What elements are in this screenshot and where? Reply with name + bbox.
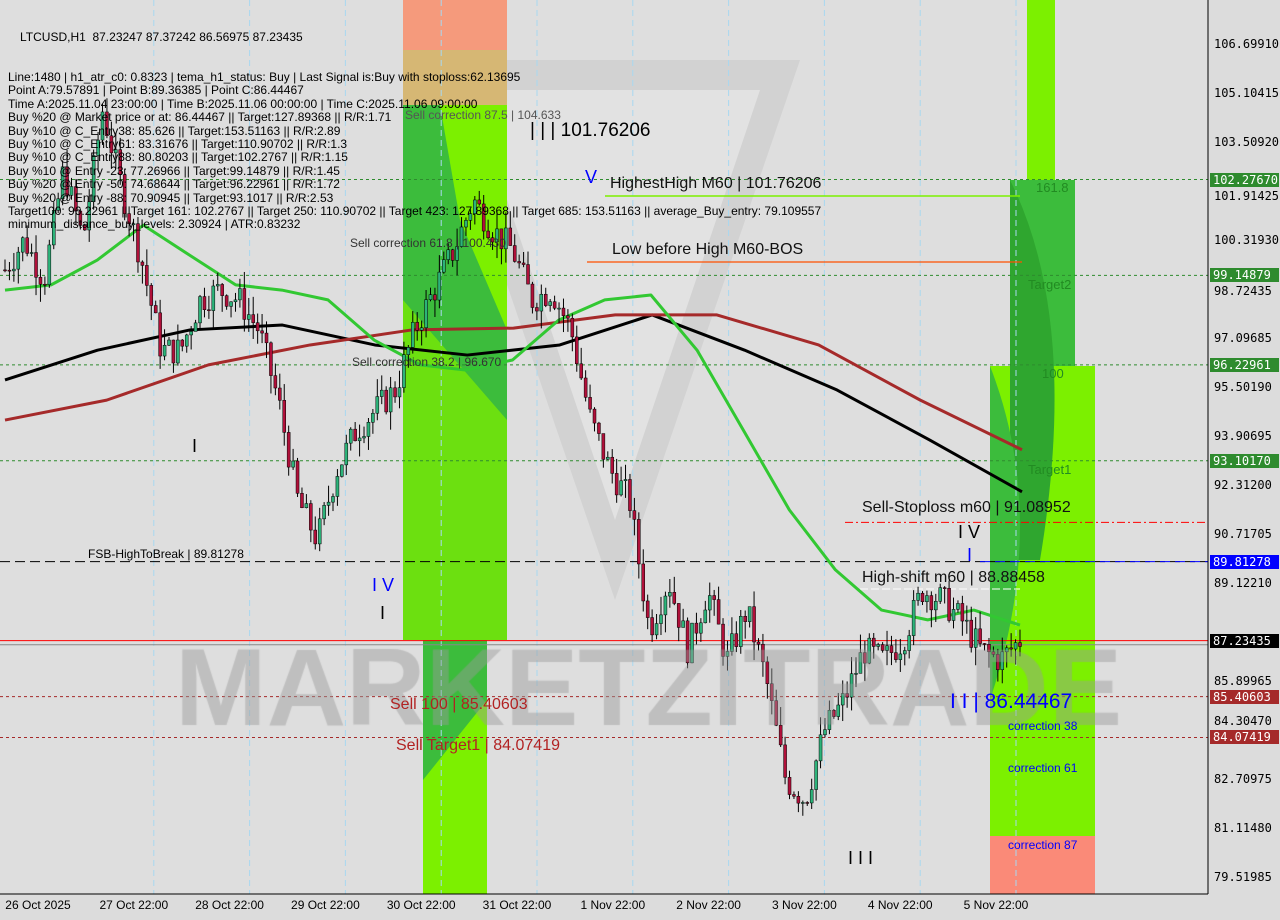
candle: [295, 457, 300, 497]
time-tick-label: 29 Oct 22:00: [291, 898, 360, 912]
price-tag: 99.14879: [1210, 268, 1279, 283]
price-tick-label: 82.70975: [1214, 772, 1272, 787]
price-tick-label: 105.10415: [1214, 85, 1280, 100]
price-tick-label: 79.51985: [1214, 870, 1272, 885]
symbol-ohlc: LTCUSD,H1 87.23247 87.37242 86.56975 87.…: [20, 29, 303, 44]
wave-iv-left-label: I V: [372, 575, 395, 595]
info-line: Buy %20 @ Entry -88: 70.90945 || Target:…: [8, 190, 334, 205]
time-tick-label: 26 Oct 2025: [5, 898, 71, 912]
level-161-label: 161.8: [1036, 180, 1069, 195]
price-tag: 89.81278: [1210, 554, 1279, 569]
wave-i-right-label: I: [967, 545, 973, 565]
correction-87-label: correction 87: [1008, 838, 1078, 852]
target1-label: Target1: [1028, 462, 1072, 477]
price-tag: 102.27670: [1210, 172, 1279, 187]
info-line: Buy %10 @ C_Entry61: 83.31676 || Target:…: [8, 136, 348, 151]
time-tick-label: 2 Nov 22:00: [676, 898, 741, 912]
time-tick-label: 28 Oct 22:00: [195, 898, 264, 912]
info-panel: LTCUSD,H1 87.23247 87.37242 86.56975 87.…: [8, 4, 821, 231]
price-tag: 87.23435: [1210, 633, 1279, 648]
candle: [867, 633, 872, 665]
wave-v-label: V: [585, 167, 598, 187]
time-tick-label: 30 Oct 22:00: [386, 898, 456, 912]
price-tick-label: 98.72435: [1214, 284, 1272, 299]
info-line: Buy %10 @ C_Entry88: 80.80203 || Target:…: [8, 150, 348, 165]
wave-iii-high-label: | | | 101.76206: [530, 120, 651, 141]
info-line: Target100: 96.22961 || Target 161: 102.2…: [8, 203, 822, 218]
low-before-high-label: Low before High M60-BOS: [612, 241, 804, 258]
target2-label: Target2: [1028, 277, 1072, 292]
price-tick-label: 89.12210: [1214, 575, 1272, 590]
time-tick-label: 27 Oct 22:00: [99, 898, 169, 912]
time-tick-label: 5 Nov 22:00: [963, 898, 1029, 912]
price-tick-label: 95.50190: [1214, 380, 1272, 395]
wave-i-left-label: I: [192, 436, 198, 456]
wave-iv-right-label: I V: [958, 522, 981, 542]
price-tick-label: 101.91425: [1214, 188, 1280, 203]
level-100-label: 100: [1042, 366, 1064, 381]
candle: [690, 622, 694, 664]
sell-100-label: Sell 100 | 85.40603: [390, 696, 528, 713]
price-tag: 96.22961: [1210, 357, 1279, 372]
candle: [340, 464, 344, 478]
price-tag: 93.10170: [1210, 453, 1279, 468]
time-tick-label: 1 Nov 22:00: [580, 898, 646, 912]
info-line: Point A:79.57891 | Point B:89.36385 | Po…: [8, 83, 304, 98]
high-shift-label: High-shift m60 | 88.88458: [862, 569, 1045, 586]
price-tick-label: 85.89965: [1214, 673, 1272, 688]
price-tag: 85.40603: [1210, 689, 1279, 704]
price-tick-label: 92.31200: [1214, 477, 1272, 492]
sell-correction-38-label: Sell correction 38.2 | 96.670: [352, 355, 502, 369]
price-tick-label: 106.69910: [1214, 37, 1280, 51]
correction-61-label: correction 61: [1008, 761, 1078, 775]
sell-target1-label: Sell Target1 | 84.07419: [396, 737, 560, 754]
price-tick-label: 84.30470: [1214, 714, 1272, 729]
time-tick-label: 4 Nov 22:00: [867, 898, 933, 912]
price-tick-label: 93.90695: [1214, 429, 1272, 444]
candle: [47, 239, 52, 288]
time-tick-label: 31 Oct 22:00: [482, 898, 552, 912]
info-line: Buy %10 @ C_Entry38: 85.626 || Target:15…: [8, 123, 341, 138]
candle: [384, 386, 388, 415]
fsb-high-to-break-label: FSB-HighToBreak | 89.81278: [88, 547, 244, 561]
correction-38-label: correction 38: [1008, 719, 1078, 733]
wave-iii-low-label: I I I: [848, 848, 874, 868]
info-line: minimum_distance_buy_levels: 2.30924 | A…: [8, 217, 301, 232]
sell-stoploss-label: Sell-Stoploss m60 | 91.08952: [862, 499, 1071, 516]
time-tick-label: 3 Nov 22:00: [772, 898, 837, 912]
wave-ii-point-label: I I | 86.44467: [950, 690, 1073, 713]
info-line: Line:1480 | h1_atr_c0: 0.8323 | tema_h1_…: [8, 70, 521, 85]
candle: [685, 617, 690, 669]
price-tick-label: 97.09685: [1214, 331, 1272, 346]
price-tick-label: 81.11480: [1214, 821, 1272, 836]
price-tag: 84.07419: [1210, 730, 1279, 745]
price-tick-label: 103.50920: [1214, 134, 1280, 149]
price-tick-label: 90.71705: [1214, 526, 1272, 541]
highest-high-label: HighestHigh M60 | 101.76206: [610, 175, 822, 192]
wave-i-left-marker: I: [380, 603, 386, 623]
price-tick-label: 100.31930: [1214, 232, 1280, 247]
sell-correction-61-label: Sell correction 61.8 | 100.430: [350, 236, 506, 250]
